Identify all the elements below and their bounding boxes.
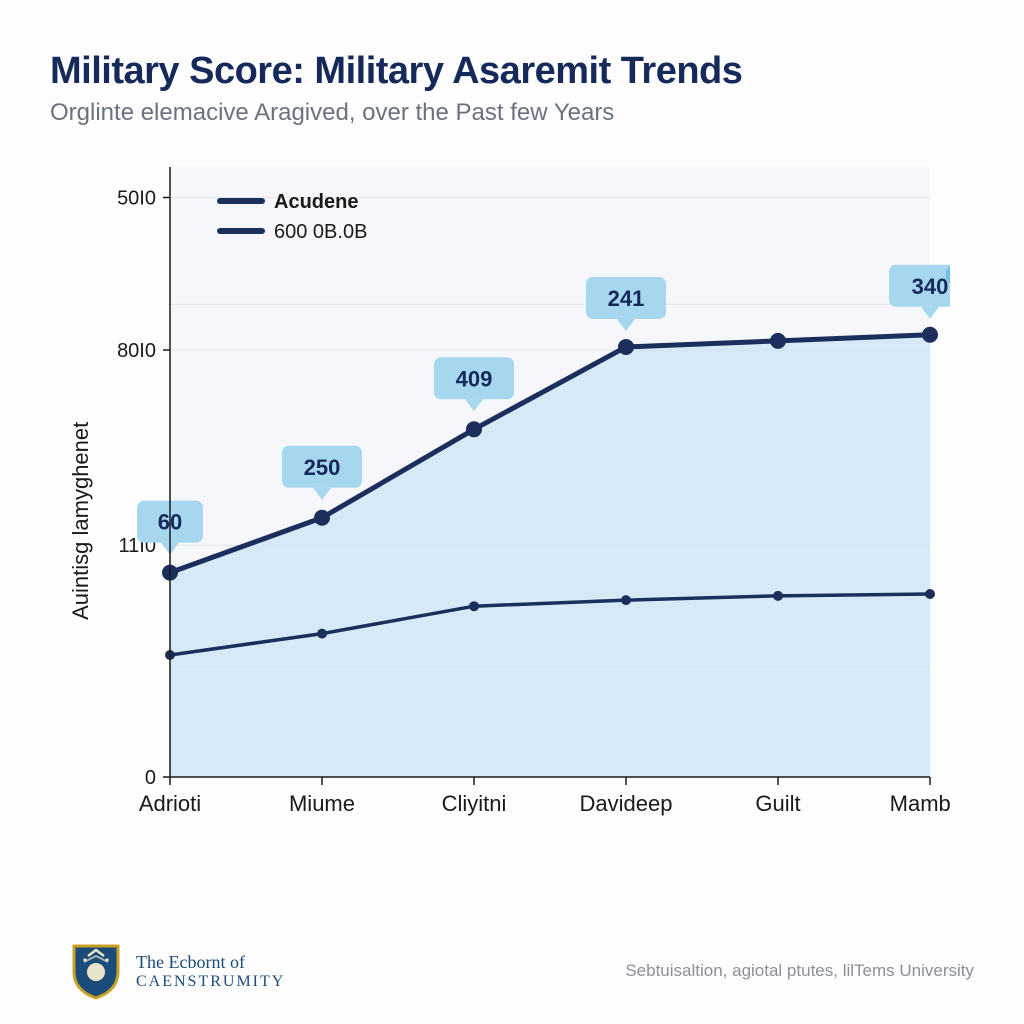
series-secondary-marker [317,629,327,639]
series-secondary-marker [621,595,631,605]
x-tick-label: Cliyitni [442,791,507,816]
x-tick-label: Guilt [755,791,800,816]
callout-value: 250 [304,455,341,480]
y-axis-label: Auintisg lamyghenet [68,422,93,620]
x-tick-label: Mamber [890,791,950,816]
series-main-marker [770,333,786,349]
series-secondary-marker [773,591,783,601]
footer: The Ecbornt of CAENSTRUMITY Sebtuisaltio… [70,942,974,1000]
series-main-marker [922,327,938,343]
y-tick-label: 50I0 [117,188,156,210]
y-tick-label: 0 [145,767,156,789]
series-main-marker [618,339,634,355]
series-main-marker [314,510,330,526]
org-line2: CAENSTRUMITY [136,973,285,991]
chart-container: 50I080I011I00Auintisg lamyghenet60250409… [50,157,950,877]
x-tick-label: Miume [289,791,355,816]
org-line1: The Ecbornt of [136,952,285,973]
y-tick-label: 80I0 [117,340,156,362]
legend-label: 600 0B.0B [274,221,367,243]
callout-value: 241 [608,286,645,311]
org-block: The Ecbornt of CAENSTRUMITY [70,942,285,1000]
org-shield-icon [70,942,122,1000]
callout-value: 409 [456,366,493,391]
callout-value: 340 [912,274,949,299]
x-tick-label: Adrioti [139,791,201,816]
x-tick-label: Davideep [580,791,673,816]
footer-credit: Sebtuisaltion, agiotal ptutes, lilTems U… [625,961,974,981]
legend-label: Acudene [274,191,358,213]
chart-svg: 50I080I011I00Auintisg lamyghenet60250409… [50,157,950,877]
series-secondary-marker [925,589,935,599]
chart-title: Military Score: Military Asaremit Trends [50,50,974,93]
series-secondary-marker [469,601,479,611]
series-main-marker [466,421,482,437]
chart-subtitle: Orglinte elemacive Aragived, over the Pa… [50,99,974,127]
